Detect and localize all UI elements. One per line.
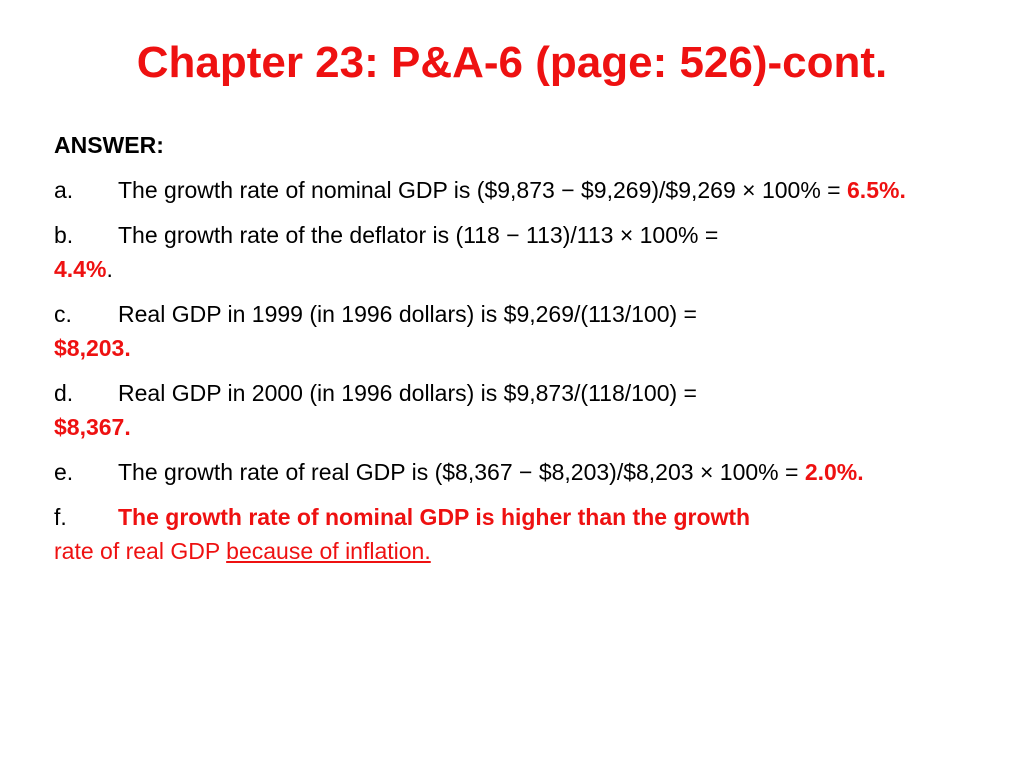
item-f-underlined: because of inflation.: [226, 538, 431, 564]
item-letter: c.: [54, 301, 72, 327]
item-result: 2.0%.: [804, 459, 864, 485]
item-f-conclusion: The growth rate of nominal GDP is higher…: [118, 504, 751, 530]
item-text: Real GDP in 1999 (in 1996 dollars) is $9…: [118, 301, 697, 327]
item-letter: d.: [54, 380, 74, 406]
item-text: The growth rate of nominal GDP is ($9,87…: [118, 177, 848, 203]
answer-item-a: a. The growth rate of nominal GDP is ($9,…: [54, 173, 1004, 207]
item-result: 6.5%.: [847, 177, 906, 203]
answer-item-c: c. Real GDP in 1999 (in 1996 dollars) is …: [54, 297, 1004, 365]
item-after: .: [106, 256, 113, 282]
item-text: The growth rate of the deflator is (118 …: [118, 222, 719, 248]
item-text: The growth rate of real GDP is ($8,367 −…: [118, 459, 805, 485]
item-result: $8,203.: [54, 335, 131, 361]
item-letter: e.: [54, 459, 74, 485]
answer-content: ANSWER: a. The growth rate of nominal GDP…: [54, 128, 1004, 579]
answer-item-d: d. Real GDP in 2000 (in 1996 dollars) is …: [54, 376, 1004, 444]
item-letter: f.: [54, 504, 67, 530]
item-result: $8,367.: [54, 414, 131, 440]
answer-label: ANSWER:: [54, 132, 164, 158]
item-letter: a.: [54, 177, 74, 203]
item-f-continuation: rate of real GDP: [54, 538, 227, 564]
answer-item-f: f. The growth rate of nominal GDP is high…: [54, 500, 1004, 568]
item-text: Real GDP in 2000 (in 1996 dollars) is $9…: [118, 380, 697, 406]
answer-item-e: e. The growth rate of real GDP is ($8,367…: [54, 455, 1004, 489]
item-result: 4.4%: [54, 256, 107, 282]
item-letter: b.: [54, 222, 74, 248]
answer-item-b: b. The growth rate of the deflator is (11…: [54, 218, 1004, 286]
slide-title: Chapter 23: P&A-6 (page: 526)-cont.: [136, 38, 888, 87]
